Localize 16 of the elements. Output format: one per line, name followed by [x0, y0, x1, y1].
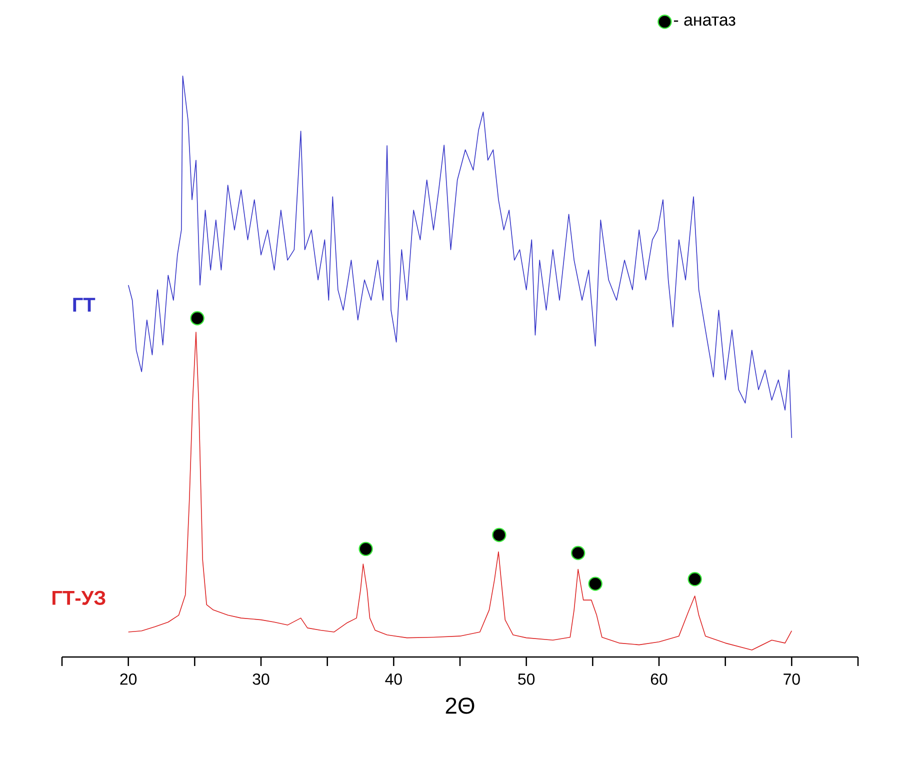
- x-tick-label: 20: [120, 674, 137, 685]
- point: [570, 546, 586, 560]
- series-label: ГТ-УЗ: [52, 590, 106, 605]
- x-tick-label: 70: [784, 674, 800, 685]
- series-label: ГТ: [73, 298, 96, 312]
- x-tick-label: 40: [385, 674, 402, 685]
- legend-label: - анатаз: [674, 16, 736, 26]
- x-tick-label: 60: [650, 674, 668, 685]
- x-tick-label: 30: [252, 674, 270, 685]
- point: [588, 576, 602, 591]
- point: [688, 572, 702, 586]
- point: [190, 311, 204, 326]
- point: [358, 542, 373, 556]
- x-axis-title: 2Θ: [446, 698, 474, 714]
- point: [492, 528, 506, 542]
- x-tick-label: 50: [518, 674, 535, 685]
